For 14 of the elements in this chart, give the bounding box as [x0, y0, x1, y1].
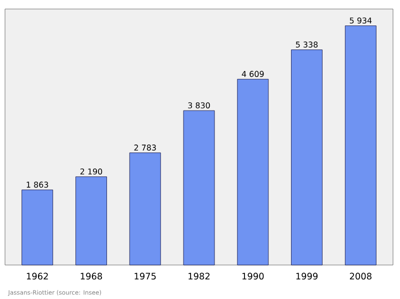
- bar: [129, 152, 161, 266]
- bar: [22, 190, 54, 266]
- x-tick-label: 1982: [188, 272, 210, 280]
- bar: [291, 50, 322, 266]
- x-tick-label: 2008: [350, 272, 372, 280]
- bar: [76, 176, 107, 266]
- x-tick-label: 1975: [134, 272, 156, 280]
- x-tick-label: 1962: [26, 272, 48, 280]
- bar: [344, 26, 376, 266]
- bar: [237, 78, 269, 266]
- x-tick-label: 1990: [242, 272, 264, 280]
- x-tick-label: 1999: [296, 272, 318, 280]
- x-tick-label: 1968: [80, 272, 102, 280]
- bar: [183, 110, 215, 266]
